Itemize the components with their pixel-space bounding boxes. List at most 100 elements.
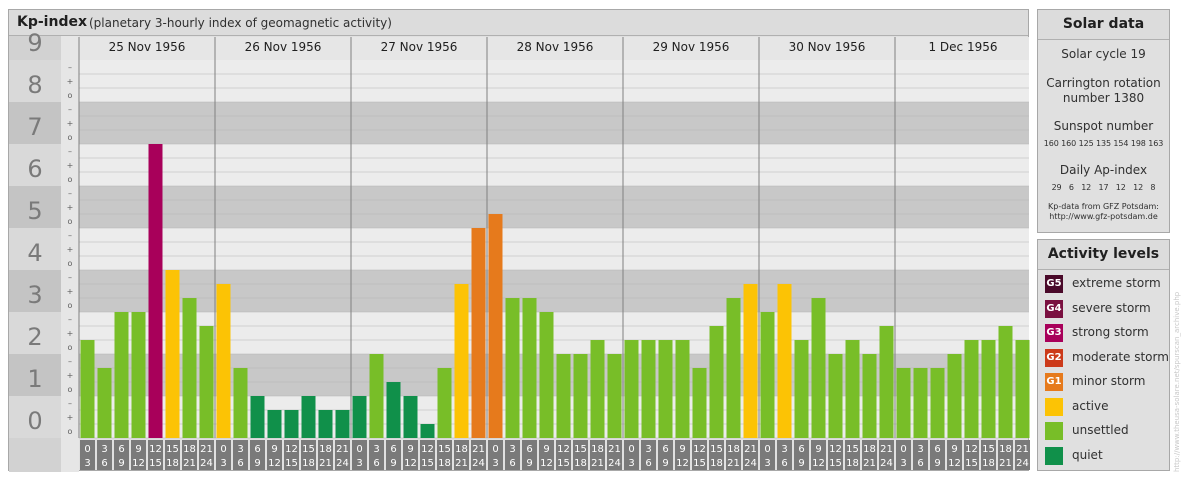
interval-start-label: 21 — [880, 444, 893, 455]
kp-bar — [369, 354, 384, 438]
kp-bar — [488, 214, 503, 438]
kp-bar — [998, 325, 1013, 438]
minor-tick-label: + — [67, 287, 74, 296]
interval-start-label: 12 — [829, 444, 842, 455]
interval-end-label: 15 — [421, 458, 434, 469]
level-label: severe storm — [1072, 300, 1151, 315]
minor-tick-label: + — [67, 371, 74, 380]
interval-box — [522, 440, 537, 470]
level-swatch — [1045, 422, 1063, 440]
kp-bar — [828, 354, 843, 438]
interval-start-label: 0 — [628, 444, 634, 455]
minor-tick-label: o — [68, 133, 73, 142]
interval-end-label: 9 — [662, 458, 668, 469]
interval-end-label: 6 — [645, 458, 651, 469]
kp-bar — [505, 298, 520, 438]
kp-bar — [709, 325, 724, 438]
interval-box — [624, 440, 639, 470]
interval-box — [811, 440, 826, 470]
interval-end-label: 3 — [764, 458, 770, 469]
day-label: 28 Nov 1956 — [517, 40, 594, 54]
day-label: 29 Nov 1956 — [653, 40, 730, 54]
activity-levels-title: Activity levels — [1038, 240, 1169, 270]
y-band — [9, 312, 61, 354]
solar-data-panel: Solar data Solar cycle 19 Carrington rot… — [1037, 9, 1170, 233]
kp-band — [79, 270, 1029, 312]
interval-start-label: 9 — [271, 444, 277, 455]
interval-start-label: 18 — [863, 444, 876, 455]
level-swatch — [1045, 397, 1063, 416]
interval-box — [590, 440, 605, 470]
interval-start-label: 0 — [764, 444, 770, 455]
interval-box — [199, 440, 214, 470]
minor-tick-label: + — [67, 245, 74, 254]
interval-box — [437, 440, 452, 470]
kp-bar — [267, 409, 282, 438]
interval-box — [760, 440, 775, 470]
interval-box — [1015, 440, 1030, 470]
minor-tick-label: – — [68, 357, 72, 366]
interval-box — [284, 440, 299, 470]
interval-end-label: 18 — [982, 458, 995, 469]
kp-bar — [607, 354, 622, 438]
minor-tick-label: + — [67, 203, 74, 212]
kp-bar — [318, 409, 333, 438]
interval-box — [641, 440, 656, 470]
minor-tick-label: o — [68, 217, 73, 226]
interval-start-label: 3 — [509, 444, 515, 455]
kp-bar — [386, 382, 401, 438]
interval-box — [743, 440, 758, 470]
interval-box — [97, 440, 112, 470]
interval-start-label: 3 — [373, 444, 379, 455]
sunspot-values: 160 160 125 135 154 198 163 — [1043, 139, 1164, 148]
interval-end-label: 3 — [492, 458, 498, 469]
minor-tick-label: – — [68, 273, 72, 282]
kp-bar — [148, 144, 163, 438]
interval-end-label: 21 — [727, 458, 740, 469]
interval-end-label: 24 — [880, 458, 893, 469]
interval-start-label: 21 — [1016, 444, 1029, 455]
kp-bar — [250, 396, 265, 438]
interval-end-label: 3 — [84, 458, 90, 469]
minor-tick-label: – — [68, 105, 72, 114]
interval-end-label: 21 — [591, 458, 604, 469]
interval-start-label: 15 — [302, 444, 315, 455]
interval-end-label: 6 — [373, 458, 379, 469]
interval-end-label: 18 — [574, 458, 587, 469]
y-tick-label: 0 — [27, 407, 42, 435]
y-band — [9, 60, 61, 102]
interval-box — [573, 440, 588, 470]
interval-end-label: 9 — [934, 458, 940, 469]
interval-start-label: 0 — [220, 444, 226, 455]
interval-start-label: 6 — [390, 444, 396, 455]
interval-box — [675, 440, 690, 470]
interval-start-label: 12 — [693, 444, 706, 455]
interval-end-label: 24 — [1016, 458, 1029, 469]
interval-end-label: 15 — [693, 458, 706, 469]
interval-start-label: 3 — [917, 444, 923, 455]
level-swatch: G4 — [1045, 299, 1063, 318]
kp-bar — [556, 354, 571, 438]
interval-start-label: 12 — [965, 444, 978, 455]
interval-start-label: 15 — [438, 444, 451, 455]
source-link[interactable]: http://www.gfz-potsdam.de — [1049, 212, 1158, 221]
interval-start-label: 18 — [319, 444, 332, 455]
y-band — [9, 396, 61, 438]
interval-box — [386, 440, 401, 470]
level-swatch — [1045, 446, 1063, 465]
level-label: unsettled — [1072, 423, 1129, 437]
minor-tick-label: + — [67, 329, 74, 338]
kp-bar — [981, 340, 996, 438]
interval-end-label: 6 — [781, 458, 787, 469]
y-band — [9, 270, 61, 312]
interval-end-label: 12 — [948, 458, 961, 469]
minor-tick-label: – — [68, 189, 72, 198]
kp-bar — [930, 367, 945, 438]
interval-box — [505, 440, 520, 470]
y-tick-label: 6 — [27, 155, 42, 183]
interval-end-label: 6 — [237, 458, 243, 469]
interval-end-label: 21 — [319, 458, 332, 469]
kp-chart: 0123456789o+–o+–o+–o+–o+–o+–o+–o+–o+–25 … — [9, 29, 1030, 472]
interval-start-label: 21 — [200, 444, 213, 455]
kp-bar — [199, 325, 214, 438]
